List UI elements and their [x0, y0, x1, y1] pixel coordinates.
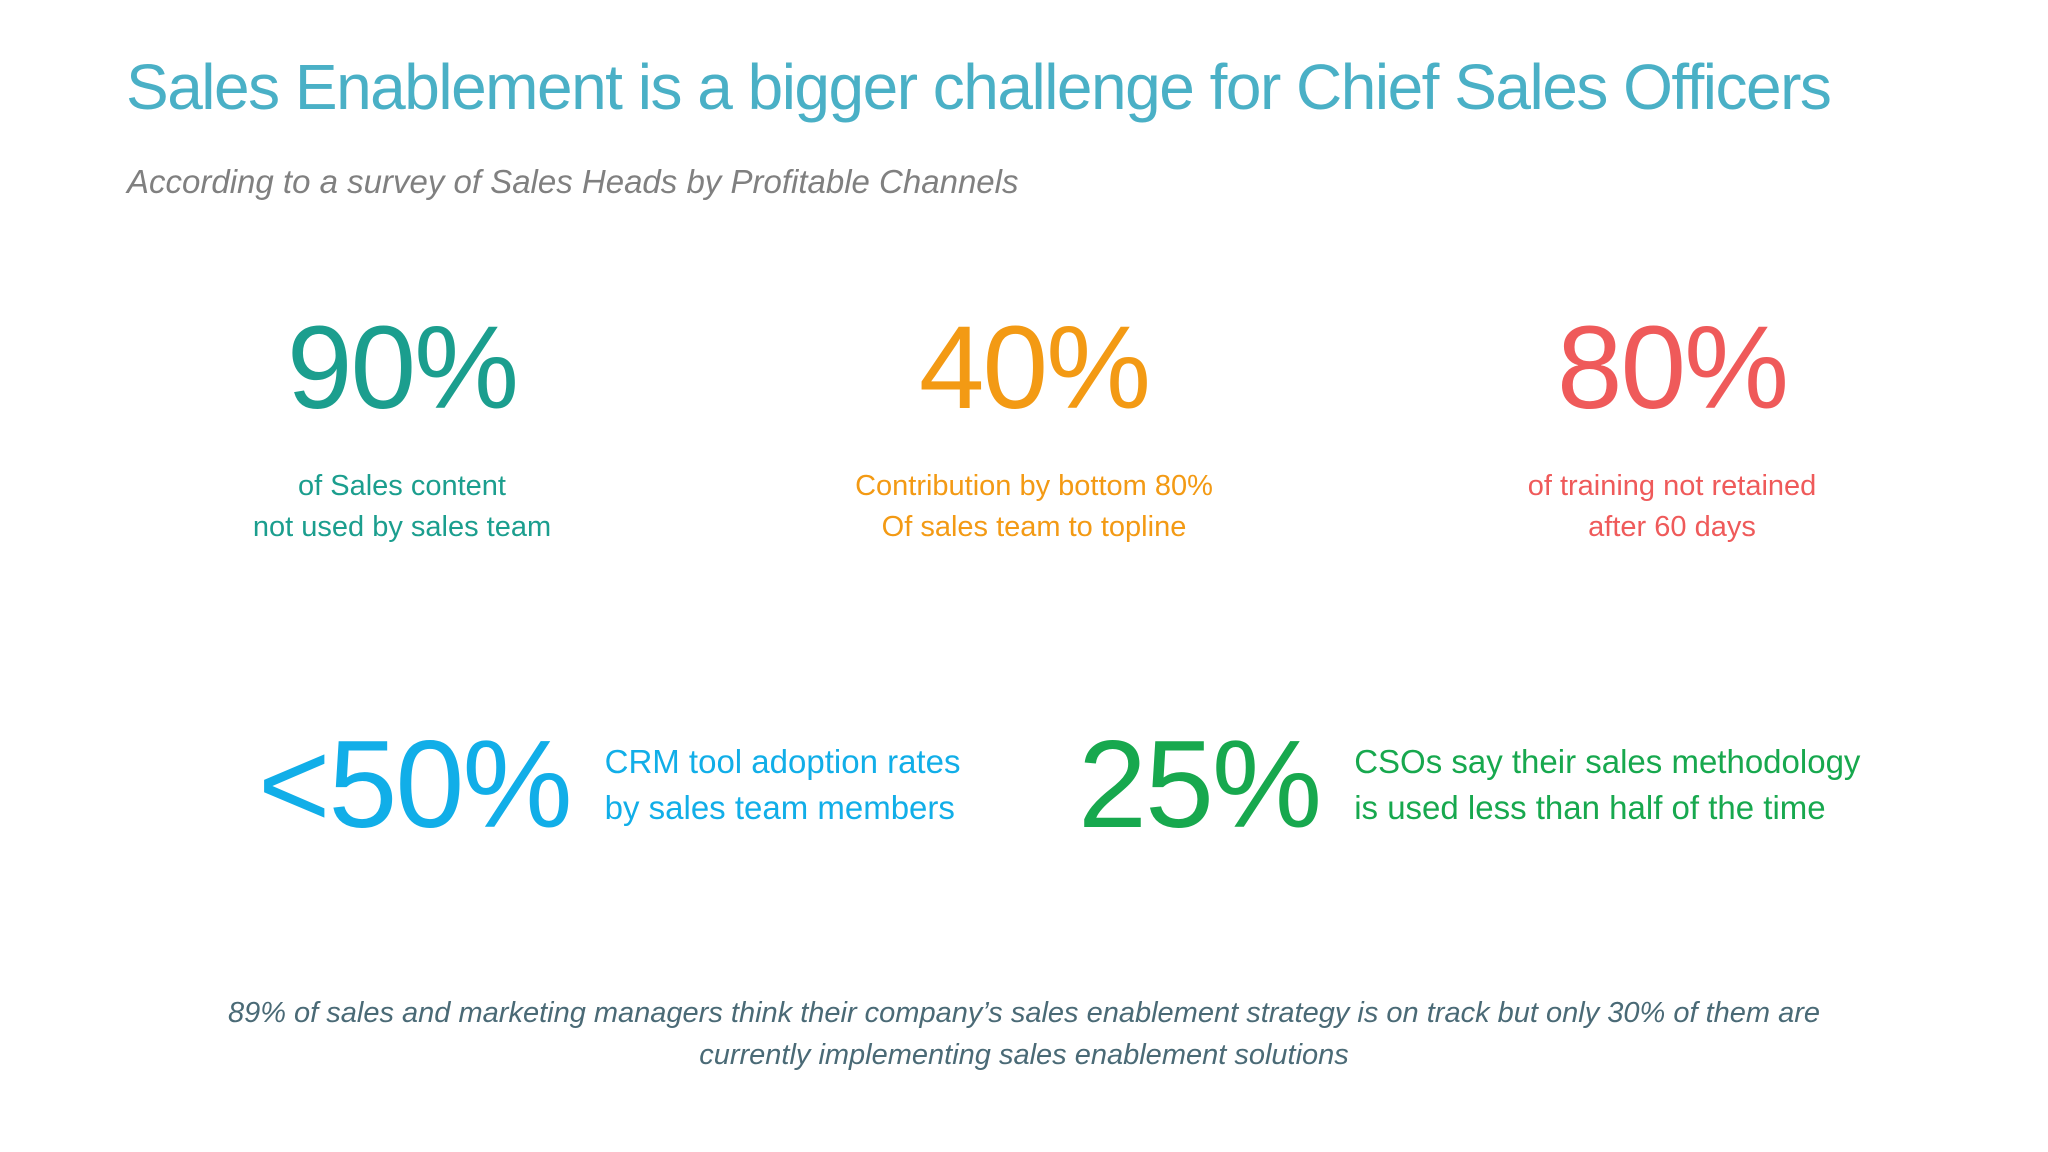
stat-value: <50% [258, 716, 573, 854]
stat-description-line: of training not retained [1527, 470, 1817, 502]
stat-description-line: Of sales team to topline [881, 511, 1187, 543]
stat-crm-adoption: <50% CRM tool adoption rates by sales te… [258, 720, 960, 850]
stat-value: 80% [1556, 302, 1789, 434]
stat-description: Contribution by bottom 80% Of sales team… [774, 466, 1294, 548]
stat-description-line: by sales team members [604, 789, 955, 826]
stat-bottom-contribution: 40% Contribution by bottom 80% Of sales … [774, 308, 1294, 548]
stat-description: CSOs say their sales methodology is used… [1354, 739, 1860, 831]
stat-description-line: CSOs say their sales methodology [1354, 743, 1861, 780]
stat-methodology-usage: 25% CSOs say their sales methodology is … [1078, 720, 1860, 850]
footnote-line: currently implementing sales enablement … [699, 1039, 1349, 1071]
stat-description: CRM tool adoption rates by sales team me… [605, 739, 961, 831]
stat-description-line: is used less than half of the time [1354, 789, 1826, 826]
stat-value: 25% [1078, 716, 1322, 854]
slide-title: Sales Enablement is a bigger challenge f… [126, 51, 1832, 123]
stat-value: 40% [918, 302, 1151, 434]
stat-description-line: of Sales content [298, 470, 506, 502]
stat-description-line: Contribution by bottom 80% [855, 470, 1213, 502]
stat-description-line: after 60 days [1588, 511, 1756, 543]
stat-value: 90% [286, 302, 519, 434]
stat-training-not-retained: 80% of training not retained after 60 da… [1412, 308, 1932, 548]
footnote: 89% of sales and marketing managers thin… [100, 992, 1948, 1076]
stat-description-line: CRM tool adoption rates [604, 743, 961, 780]
footnote-line: 89% of sales and marketing managers thin… [227, 997, 1821, 1029]
stat-description-line: not used by sales team [252, 511, 552, 543]
stat-content-unused: 90% of Sales content not used by sales t… [142, 308, 662, 548]
slide-subtitle: According to a survey of Sales Heads by … [127, 163, 1019, 200]
stat-description: of Sales content not used by sales team [142, 466, 662, 548]
stat-description: of training not retained after 60 days [1412, 466, 1932, 548]
